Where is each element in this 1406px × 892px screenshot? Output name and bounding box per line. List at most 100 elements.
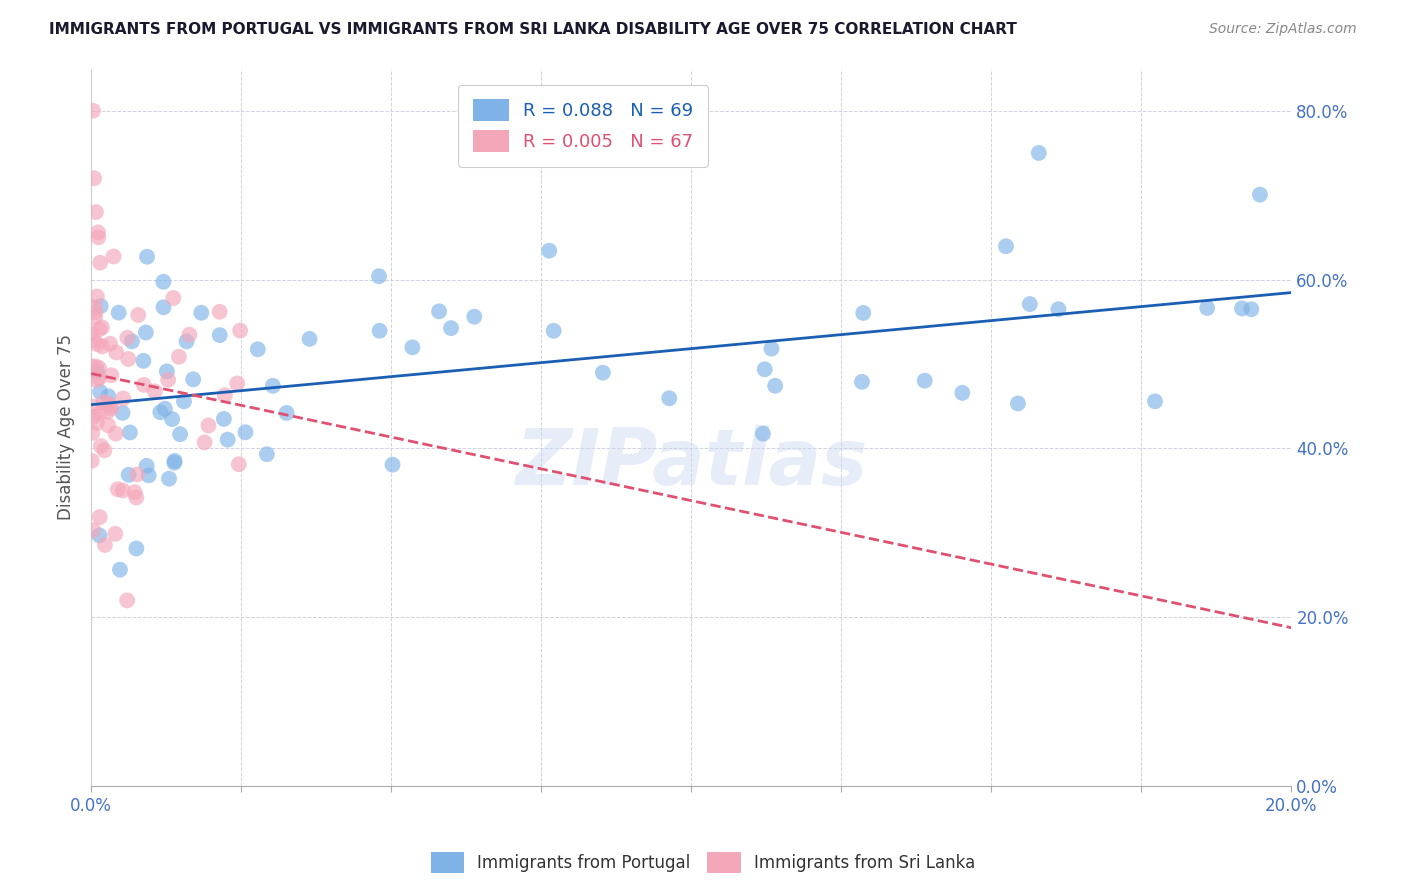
Point [89,384,111,399]
Point [100,368,122,383]
Point [125,541,148,556]
Point [228,457,250,471]
Point [208,305,231,319]
Point [89,406,111,420]
Point [118,425,141,440]
Point [86,373,108,387]
Point [153,401,176,416]
Point [440,321,463,335]
Point [401,340,423,354]
Point [105,345,128,359]
Point [1018,297,1040,311]
Point [83,400,105,414]
Point [117,331,139,345]
Point [368,324,391,338]
Point [235,425,257,440]
Point [82,425,104,440]
Point [84,310,107,325]
Point [89,528,111,542]
Point [90,439,112,453]
Point [89,510,111,524]
Point [86,416,108,430]
Point [80,454,103,468]
Point [96,405,118,419]
Point [94,538,117,552]
Point [97,389,120,403]
Point [143,384,166,399]
Point [121,334,143,349]
Point [592,366,614,380]
Point [761,342,783,356]
Point [87,230,110,244]
Point [181,372,204,386]
Point [752,426,775,441]
Point [103,250,125,264]
Point [135,326,157,340]
Point [87,371,110,385]
Point [83,300,105,314]
Point [82,523,104,537]
Point [1230,301,1253,316]
Point [160,412,183,426]
Point [98,336,121,351]
Point [152,275,174,289]
Point [108,563,131,577]
Point [162,291,184,305]
Text: IMMIGRANTS FROM PORTUGAL VS IMMIGRANTS FROM SRI LANKA DISABILITY AGE OVER 75 COR: IMMIGRANTS FROM PORTUGAL VS IMMIGRANTS F… [49,22,1017,37]
Point [1028,145,1050,160]
Point [112,392,135,406]
Point [262,379,284,393]
Point [138,468,160,483]
Point [463,310,485,324]
Text: ZIPatlas: ZIPatlas [515,425,868,501]
Point [157,373,180,387]
Point [127,308,149,322]
Point [90,299,112,313]
Point [851,375,873,389]
Point [93,443,115,458]
Point [125,491,148,505]
Point [89,256,111,270]
Point [156,364,179,378]
Point [93,395,115,409]
Point [135,458,157,473]
Point [91,339,114,353]
Point [197,418,219,433]
Point [87,225,110,239]
Point [212,412,235,426]
Point [754,362,776,376]
Point [543,324,565,338]
Point [84,359,107,374]
Point [190,306,212,320]
Point [157,472,180,486]
Point [1240,302,1263,317]
Point [1197,301,1219,315]
Point [163,454,186,468]
Point [226,376,249,391]
Point [107,482,129,496]
Point [136,250,159,264]
Point [1047,302,1070,317]
Point [427,304,450,318]
Point [127,467,149,482]
Y-axis label: Disability Age Over 75: Disability Age Over 75 [58,334,75,520]
Point [118,467,141,482]
Point [208,328,231,343]
Point [82,409,104,424]
Point [80,326,103,341]
Point [852,306,875,320]
Point [1007,396,1029,410]
Point [163,456,186,470]
Point [104,526,127,541]
Point [132,377,155,392]
Point [167,350,190,364]
Point [217,433,239,447]
Point [124,485,146,500]
Point [368,269,391,284]
Point [100,399,122,413]
Point [82,103,104,118]
Point [173,394,195,409]
Point [86,337,108,351]
Point [246,343,269,357]
Point [100,401,122,416]
